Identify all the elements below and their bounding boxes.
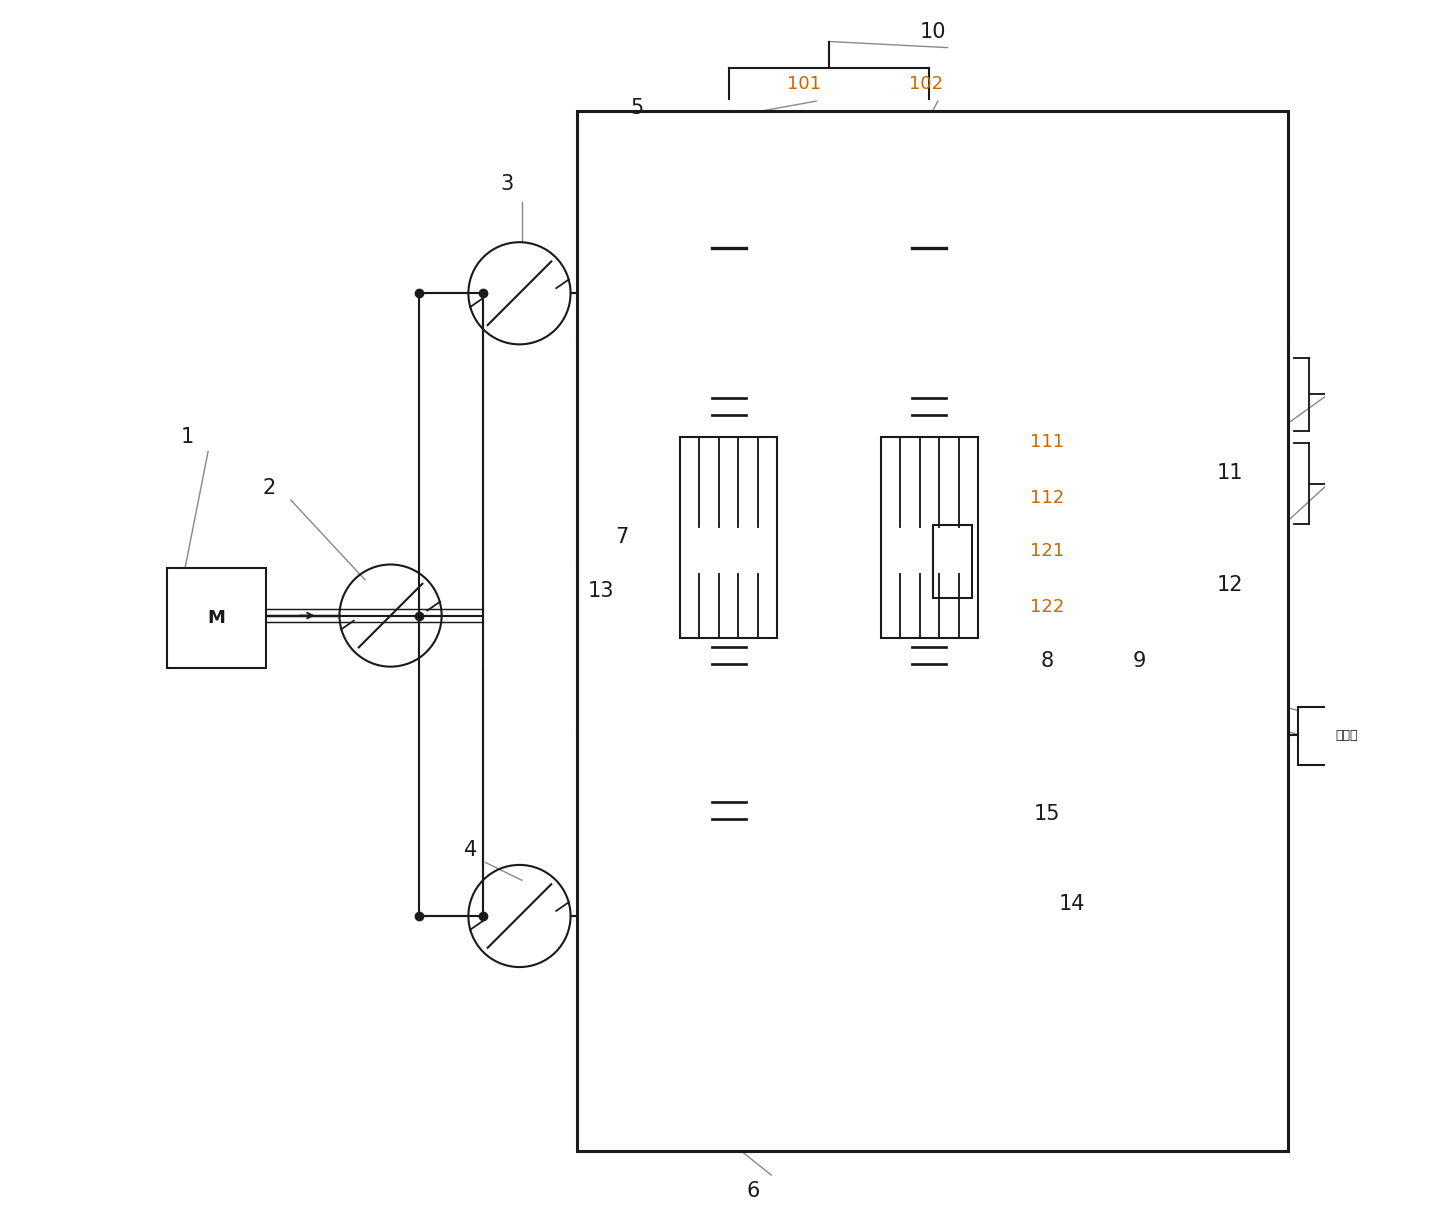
Text: 2: 2 (262, 478, 275, 497)
FancyBboxPatch shape (1298, 707, 1396, 766)
FancyBboxPatch shape (933, 525, 972, 597)
Text: 6: 6 (747, 1181, 759, 1201)
Text: 122: 122 (1030, 599, 1065, 616)
FancyBboxPatch shape (681, 436, 777, 638)
Text: 12: 12 (1217, 575, 1242, 595)
Text: 121: 121 (1030, 542, 1065, 560)
Text: 11: 11 (1217, 463, 1242, 483)
Text: 112: 112 (1030, 489, 1065, 507)
FancyBboxPatch shape (881, 436, 977, 638)
Text: 13: 13 (588, 581, 615, 601)
Text: 14: 14 (1059, 894, 1085, 914)
Text: 5: 5 (631, 99, 643, 118)
Text: 9: 9 (1134, 651, 1146, 670)
FancyBboxPatch shape (576, 111, 1288, 1151)
Text: 101: 101 (787, 76, 821, 93)
Text: 15: 15 (1035, 803, 1060, 824)
Text: 8: 8 (1040, 651, 1053, 670)
Text: 3: 3 (500, 174, 514, 194)
Text: 驱动桥: 驱动桥 (1336, 729, 1357, 742)
Text: 111: 111 (1030, 433, 1065, 451)
Text: 7: 7 (615, 527, 628, 546)
Text: 10: 10 (920, 22, 946, 41)
FancyBboxPatch shape (166, 568, 267, 668)
Text: M: M (208, 610, 225, 627)
Text: 4: 4 (464, 840, 477, 861)
Text: 1: 1 (181, 427, 193, 447)
Text: 102: 102 (909, 76, 943, 93)
